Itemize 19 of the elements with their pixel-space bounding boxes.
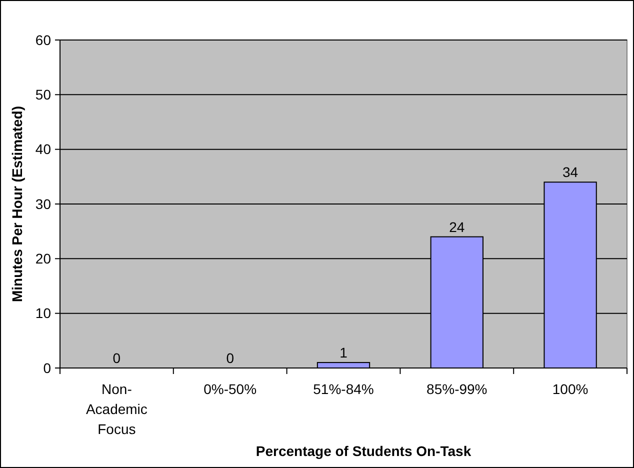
x-axis-title: Percentage of Students On-Task (256, 443, 472, 459)
x-tick-label: 0%-50% (204, 381, 257, 397)
y-tick-label: 50 (35, 86, 52, 103)
x-tick-label: 100% (552, 381, 588, 397)
y-axis-title: Minutes Per Hour (Estimated) (9, 106, 25, 302)
data-label: 0 (226, 350, 234, 366)
y-tick-label: 30 (35, 196, 52, 212)
data-label: 34 (562, 164, 578, 180)
data-label: 1 (340, 344, 348, 361)
data-label: 0 (112, 350, 121, 366)
x-tick-label: 85%-99% (426, 381, 488, 397)
y-tick-label: 20 (35, 250, 52, 267)
x-tick-label: 51%-84% (313, 381, 374, 397)
y-tick-label: 0 (43, 360, 52, 376)
y-tick-label: 60 (35, 32, 52, 48)
data-label: 24 (449, 218, 465, 235)
x-tick-label: Non-Academic Focus (86, 381, 148, 437)
y-tick-label: 10 (35, 305, 52, 322)
y-tick-label: 40 (35, 141, 52, 158)
